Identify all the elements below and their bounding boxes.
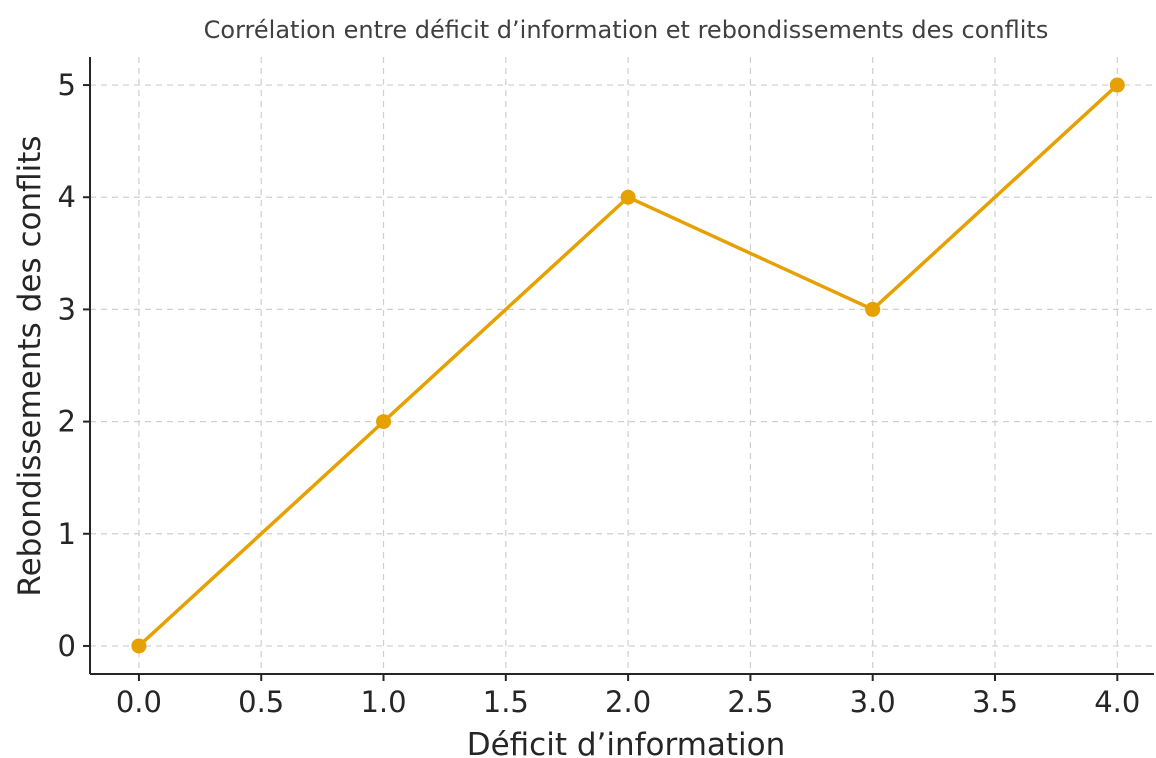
x-tick-label: 2.5 (727, 685, 773, 719)
x-tick-labels: 0.0 0.5 1.0 1.5 2.0 2.5 3.0 3.5 4.0 (116, 685, 1141, 719)
y-tick-label: 3 (58, 292, 76, 326)
x-tick-label: 0.0 (116, 685, 162, 719)
x-tick-label: 3.0 (850, 685, 896, 719)
data-point (131, 638, 147, 654)
x-tick-label: 4.0 (1094, 685, 1140, 719)
y-tick-label: 5 (58, 68, 76, 102)
data-point (1109, 77, 1125, 93)
x-tick-label: 1.0 (360, 685, 406, 719)
y-tick-label: 1 (58, 517, 76, 551)
x-tick-label: 0.5 (238, 685, 284, 719)
axes (83, 57, 1154, 681)
x-tick-label: 1.5 (483, 685, 529, 719)
y-tick-labels: 0 1 2 3 4 5 (58, 68, 76, 663)
data-point (620, 189, 636, 205)
y-tick-label: 0 (58, 629, 76, 663)
x-tick-label: 2.0 (605, 685, 651, 719)
x-tick-label: 3.5 (972, 685, 1018, 719)
data-point (376, 414, 392, 430)
series (131, 77, 1125, 654)
y-tick-label: 4 (58, 180, 76, 214)
y-axis-label: Rebondissements des conflits (12, 135, 48, 596)
y-tick-label: 2 (58, 405, 76, 439)
x-axis-label: Déficit d’information (467, 727, 786, 758)
data-point (865, 301, 881, 317)
grid (90, 57, 1154, 674)
chart-title: Corrélation entre déficit d’information … (204, 16, 1049, 44)
